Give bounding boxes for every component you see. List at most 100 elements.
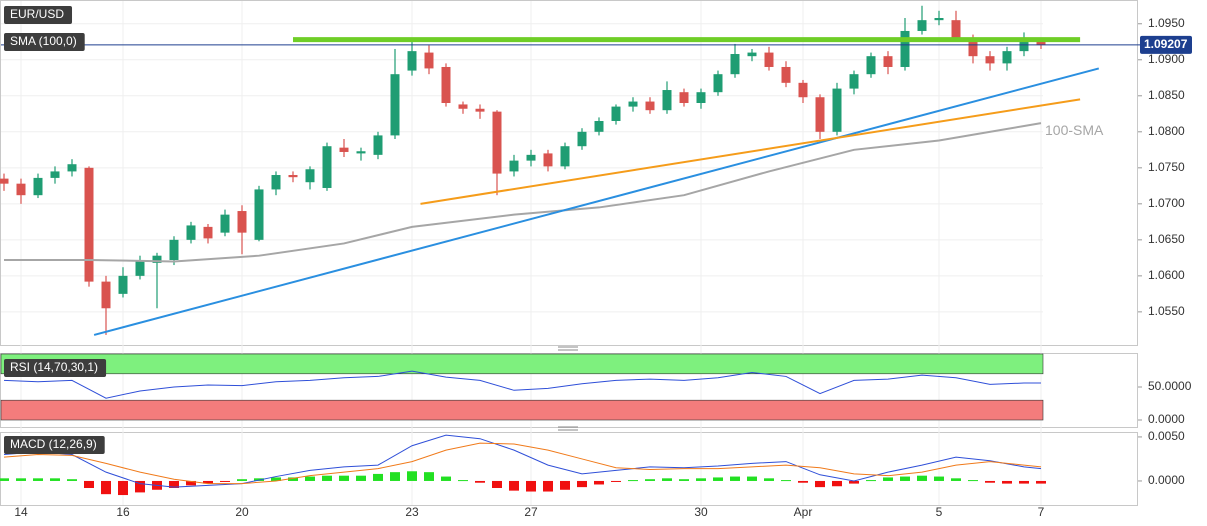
candle-body	[917, 20, 927, 31]
candle-body	[985, 56, 995, 64]
x-tick-label: 23	[405, 505, 419, 519]
indicator-label-text: SMA (100,0)	[10, 34, 77, 48]
x-tick-label: 14	[14, 505, 28, 519]
histogram-bar	[866, 480, 876, 482]
trend-line	[93, 67, 1100, 336]
candle-body	[577, 131, 587, 147]
histogram-bar	[1019, 480, 1029, 484]
histogram-bar	[407, 471, 417, 481]
histogram-bar	[424, 472, 434, 481]
candle-body	[628, 101, 638, 107]
candle-body	[0, 178, 9, 184]
x-tick-label: Apr	[794, 505, 813, 519]
candle-body	[662, 90, 672, 111]
candle-body	[458, 104, 468, 109]
candle-body	[747, 52, 757, 57]
rsi-label-text: RSI (14,70,30,1)	[10, 360, 98, 374]
x-tick-label: 7	[1038, 505, 1045, 519]
candle-body	[679, 92, 689, 103]
candle-body	[1036, 41, 1046, 45]
y-tick-label: 0.0000	[1148, 473, 1185, 487]
candle-body	[560, 146, 570, 167]
candle-body	[271, 175, 281, 190]
candle-body	[696, 92, 706, 103]
histogram-bar	[186, 480, 196, 486]
resize-handle[interactable]	[558, 426, 578, 431]
histogram-bar	[509, 480, 519, 491]
candle-body	[764, 52, 774, 67]
candle-body	[237, 211, 247, 233]
candle-body	[611, 106, 621, 122]
y-tick-label: 50.0000	[1148, 379, 1192, 393]
histogram-bar	[781, 480, 791, 482]
x-tick-label: 20	[235, 505, 249, 519]
histogram-bar	[0, 478, 9, 481]
histogram-bar	[645, 479, 655, 481]
rsi-line	[3, 370, 1041, 399]
candle-body	[730, 54, 740, 75]
histogram-bar	[101, 480, 111, 495]
histogram-bar	[832, 480, 842, 487]
candle-body	[407, 51, 417, 71]
histogram-bar	[441, 476, 451, 481]
x-tick-label: 5	[936, 505, 943, 519]
x-tick-label: 16	[116, 505, 130, 519]
histogram-bar	[560, 480, 570, 490]
candle-body	[356, 151, 366, 154]
signal-line	[3, 442, 1042, 485]
sma-annotation: 100-SMA	[1045, 122, 1104, 138]
candle-body	[815, 97, 825, 132]
histogram-bar	[662, 478, 672, 481]
last-price-box	[1140, 35, 1192, 54]
histogram-bar	[679, 479, 689, 481]
candle-body	[594, 121, 604, 132]
histogram-bar	[1002, 480, 1012, 484]
price-panel-frame	[0, 0, 1138, 346]
histogram-bar	[611, 480, 621, 482]
histogram-bar	[815, 480, 825, 488]
overbought-band	[0, 353, 1044, 375]
macd-line	[3, 434, 1042, 488]
candle-body	[118, 275, 128, 294]
histogram-bar	[917, 475, 927, 481]
candle-body	[390, 74, 400, 136]
candle-body	[645, 101, 655, 111]
candle-body	[713, 74, 723, 93]
candle-body	[135, 261, 145, 276]
resize-handle[interactable]	[558, 346, 578, 351]
candle-body	[254, 189, 264, 240]
trend-line	[420, 98, 1081, 205]
y-tick-label: 1.0950	[1148, 16, 1185, 30]
candle-body	[968, 38, 978, 57]
candle-body	[101, 281, 111, 309]
y-tick-label: 1.0600	[1148, 268, 1185, 282]
candle-body	[1019, 41, 1029, 52]
histogram-bar	[16, 478, 26, 481]
histogram-bar	[84, 480, 94, 489]
y-tick-label: 1.0900	[1148, 52, 1185, 66]
title-label-text: EUR/USD	[10, 7, 64, 21]
histogram-bar	[968, 480, 978, 482]
candle-body	[339, 147, 349, 152]
y-tick-label: 0.0050	[1148, 429, 1185, 443]
candle-body	[832, 88, 842, 132]
histogram-bar	[288, 477, 298, 481]
candle-body	[305, 169, 315, 183]
title-label	[4, 6, 73, 24]
candle-body	[492, 111, 502, 174]
candle-body	[220, 214, 230, 233]
candle-body	[152, 255, 162, 263]
candle-body	[866, 56, 876, 75]
histogram-bar	[849, 480, 859, 484]
oversold-band	[0, 399, 1044, 421]
candle-body	[67, 164, 77, 172]
histogram-bar	[730, 476, 740, 481]
macd-label	[4, 436, 105, 454]
histogram-bar	[220, 480, 230, 482]
candle-body	[543, 153, 553, 167]
histogram-bar	[985, 480, 995, 483]
macd-label-text: MACD (12,26,9)	[10, 437, 97, 451]
candle-body	[322, 146, 332, 188]
y-tick-label: 1.0550	[1148, 304, 1185, 318]
